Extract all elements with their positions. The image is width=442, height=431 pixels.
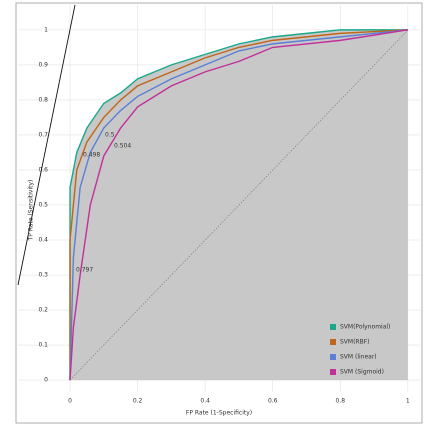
y-tick-label: 0.9 <box>38 61 48 68</box>
legend-swatch <box>330 339 336 345</box>
y-axis-title: TP Rate (Sensitivity) <box>28 180 35 242</box>
diagonal-reference <box>69 29 409 381</box>
legend-label: SVM(Polynomial) <box>340 324 390 331</box>
y-tick-label: 0 <box>44 377 48 384</box>
legend-swatch <box>330 369 336 375</box>
point-label: 0.5 <box>105 132 115 139</box>
y-tick-label: 0.2 <box>38 307 48 314</box>
x-tick-label: 0.4 <box>200 398 210 405</box>
y-tick-label: 0.8 <box>38 96 48 103</box>
roc-line <box>69 29 408 381</box>
y-tick-label: 0.4 <box>38 237 48 244</box>
y-tick-label: 0.6 <box>38 166 48 173</box>
legend-label: SVM (Sigmoid) <box>340 369 384 376</box>
y-tick-label: 0.7 <box>38 131 48 138</box>
point-label: 0.498 <box>83 152 100 159</box>
x-tick-label: 1 <box>406 398 410 405</box>
legend: SVM(Polynomial) SVM(RBF) SVM (linear) SVM (… <box>330 324 390 376</box>
x-tick-label: 0.2 <box>133 398 143 405</box>
roc-line <box>69 29 408 381</box>
annotations: 0.5 0.498 0.504 0.797 <box>76 132 131 274</box>
y-tick-label: 0.3 <box>38 272 48 279</box>
tangent-line <box>17 4 76 286</box>
legend-label: SVM (linear) <box>340 354 377 361</box>
legend-swatch <box>330 354 336 360</box>
y-tick-label: 0.5 <box>38 201 48 208</box>
roc-line <box>69 29 408 381</box>
legend-swatch <box>330 324 336 330</box>
y-tick-label: 0.1 <box>38 342 48 349</box>
x-axis-title: FP Rate (1-Specificity) <box>186 410 252 417</box>
x-tick-label: 0.8 <box>336 398 346 405</box>
lines-layer <box>69 29 408 381</box>
point-label: 0.504 <box>114 143 131 150</box>
y-tick-label: 1 <box>44 26 48 33</box>
x-tick-label: 0 <box>68 398 72 405</box>
point-label: 0.797 <box>76 267 93 274</box>
x-tick-label: 0.6 <box>268 398 278 405</box>
roc-line <box>69 29 408 381</box>
legend-label: SVM(RBF) <box>340 339 370 346</box>
